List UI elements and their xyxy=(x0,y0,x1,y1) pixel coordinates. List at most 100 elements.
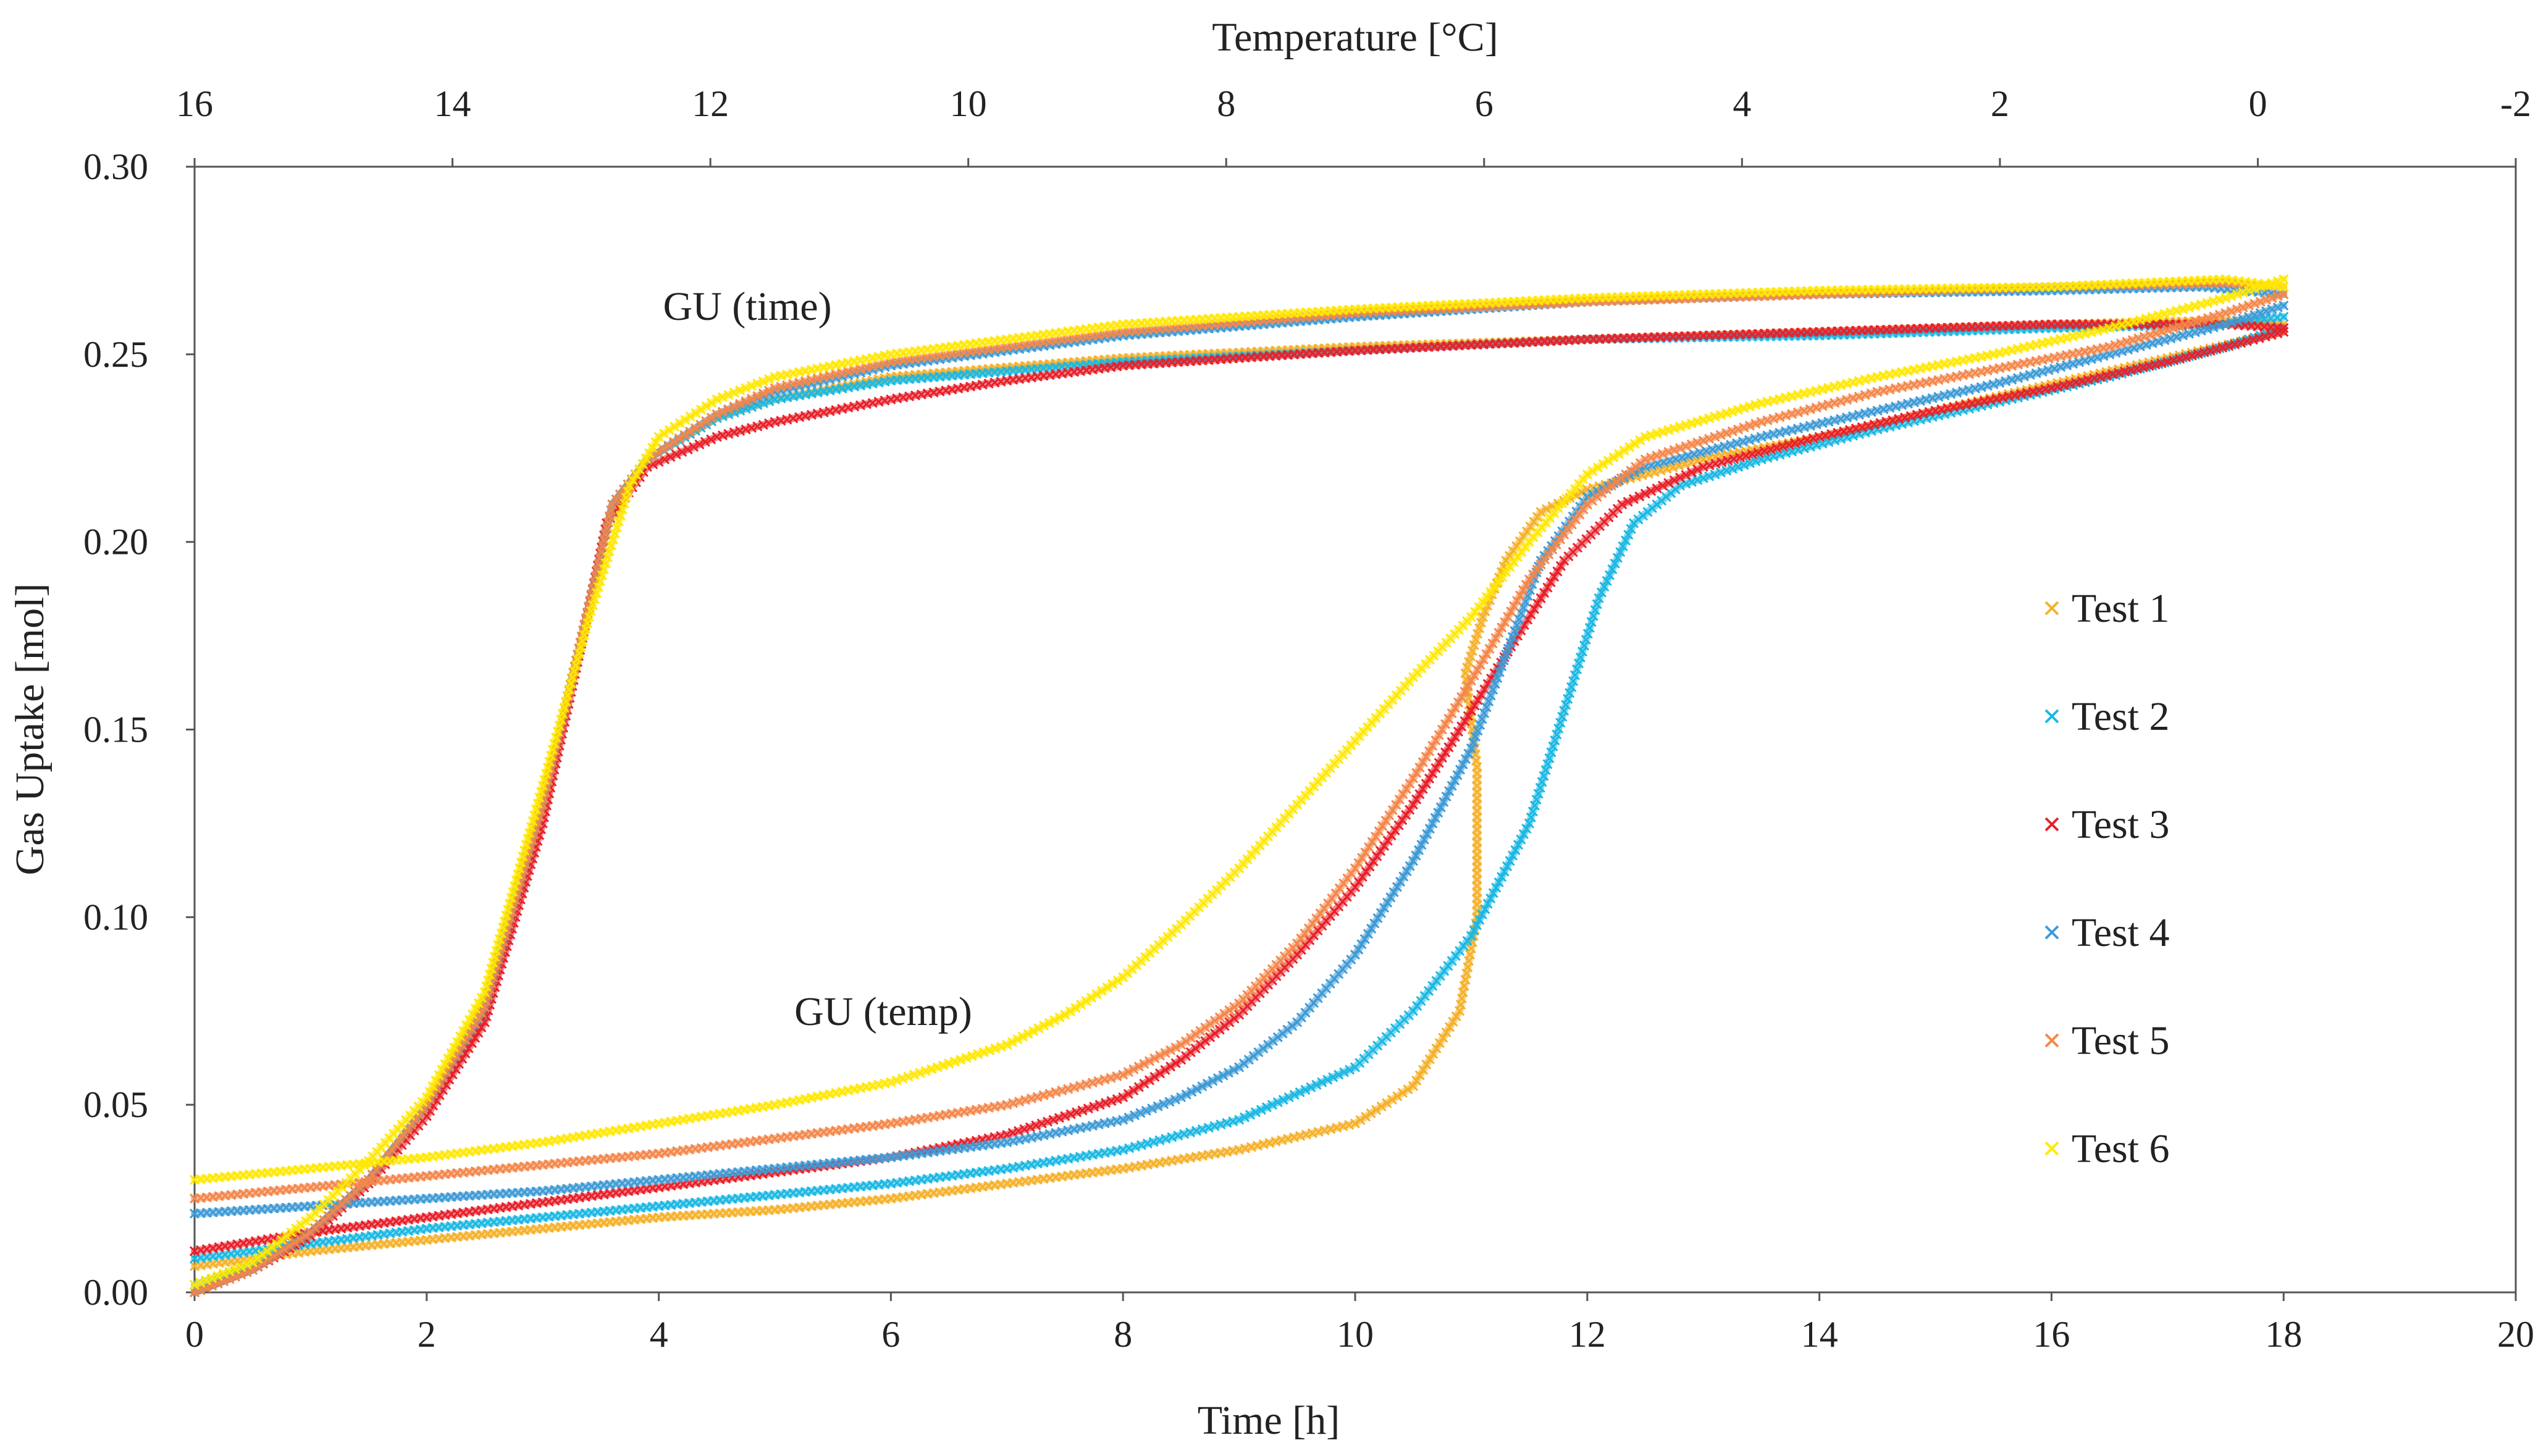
x2-tick-label: 8 xyxy=(1217,83,1235,124)
data-point-marker xyxy=(641,453,651,464)
x-tick-label: 12 xyxy=(1569,1314,1606,1355)
data-point-marker xyxy=(1054,1012,1065,1023)
data-point-marker xyxy=(591,588,602,598)
data-point-marker xyxy=(1306,1082,1316,1092)
data-point-marker xyxy=(1414,789,1425,800)
data-point-marker xyxy=(996,1041,1006,1052)
data-point-marker xyxy=(1588,611,1599,621)
data-point-marker xyxy=(1170,1042,1181,1053)
data-point-marker xyxy=(554,720,565,731)
data-point-marker xyxy=(1635,435,1645,446)
data-point-marker xyxy=(1524,818,1534,829)
data-point-marker xyxy=(1345,1065,1355,1075)
data-point-marker xyxy=(1668,462,1678,472)
data-point-marker xyxy=(1372,913,1383,924)
data-point-marker xyxy=(1469,700,1480,711)
data-point-marker xyxy=(521,840,531,850)
data-point-marker xyxy=(628,475,638,485)
data-point-marker xyxy=(504,898,515,909)
data-point-marker xyxy=(2220,308,2231,319)
data-point-marker xyxy=(1525,521,1536,532)
data-point-marker xyxy=(1557,711,1568,722)
data-point-marker xyxy=(1646,486,1657,496)
data-point-marker xyxy=(300,1231,311,1241)
data-point-marker xyxy=(1482,898,1493,909)
data-point-marker xyxy=(1014,1126,1024,1136)
data-point-marker xyxy=(479,1017,490,1027)
data-point-marker xyxy=(701,416,712,427)
data-point-marker xyxy=(1060,1111,1070,1121)
data-point-marker xyxy=(1506,606,1516,617)
data-point-marker xyxy=(534,792,545,803)
data-point-marker xyxy=(1129,1110,1140,1121)
data-point-marker xyxy=(1166,1061,1176,1072)
data-point-marker xyxy=(532,798,543,809)
data-point-marker xyxy=(978,1047,989,1058)
data-point-marker xyxy=(1675,472,1686,483)
data-point-marker xyxy=(2248,335,2258,345)
data-point-marker xyxy=(1686,418,1697,429)
data-point-marker xyxy=(1191,1084,1202,1094)
data-point-marker xyxy=(1437,753,1447,763)
data-point-marker xyxy=(1190,1029,1201,1040)
data-point-marker xyxy=(1083,1103,1093,1114)
x2-tick-label: 16 xyxy=(176,83,213,124)
data-point-marker xyxy=(1112,976,1123,986)
data-point-marker xyxy=(1686,439,1697,450)
data-point-marker xyxy=(1458,759,1468,769)
y-tick-label: 0.20 xyxy=(83,522,148,563)
data-point-marker xyxy=(1401,866,1412,877)
data-point-marker xyxy=(2191,316,2202,327)
data-point-marker xyxy=(1397,815,1408,826)
data-point-marker xyxy=(677,446,687,457)
data-point-marker xyxy=(1476,617,1486,628)
data-point-marker xyxy=(1548,741,1558,751)
x-tick-label: 20 xyxy=(2497,1314,2534,1355)
data-point-marker xyxy=(691,408,701,418)
data-point-marker xyxy=(1475,659,1485,670)
data-point-marker xyxy=(602,552,613,563)
data-point-marker xyxy=(541,769,552,779)
data-point-marker xyxy=(1389,887,1399,897)
data-point-marker xyxy=(519,845,530,856)
data-point-marker xyxy=(1123,1089,1133,1099)
data-point-marker xyxy=(1657,427,1668,437)
data-point-marker xyxy=(2162,325,2173,335)
data-point-marker xyxy=(1579,640,1589,651)
data-point-marker xyxy=(1431,763,1441,774)
data-point-marker xyxy=(1624,442,1635,453)
data-point-marker xyxy=(431,1076,441,1086)
data-point-marker xyxy=(1494,667,1505,677)
data-point-marker xyxy=(1128,1064,1139,1074)
data-point-marker xyxy=(1065,1006,1075,1016)
data-point-marker xyxy=(729,387,739,398)
data-point-marker xyxy=(1503,643,1513,654)
data-point-marker xyxy=(1466,676,1476,686)
data-point-marker xyxy=(741,396,751,406)
data-point-marker xyxy=(1497,872,1507,882)
data-point-marker xyxy=(973,1049,983,1060)
data-point-marker xyxy=(1468,737,1479,748)
data-point-marker xyxy=(1401,810,1411,820)
data-point-marker xyxy=(230,1264,240,1274)
data-point-marker xyxy=(1536,593,1546,603)
data-point-marker xyxy=(1497,661,1507,672)
data-point-marker xyxy=(1450,703,1460,713)
data-point-marker xyxy=(1598,459,1608,469)
data-point-marker xyxy=(1376,1101,1387,1111)
data-point-marker xyxy=(1463,711,1473,721)
data-point-marker xyxy=(1529,516,1539,527)
data-point-marker xyxy=(1391,800,1401,810)
data-point-marker xyxy=(1133,1082,1144,1092)
data-point-marker xyxy=(1727,426,1737,437)
data-point-marker xyxy=(1039,1020,1049,1031)
data-point-marker xyxy=(1692,437,1703,448)
data-point-marker xyxy=(1147,1103,1157,1114)
data-point-marker xyxy=(1602,575,1612,586)
data-point-marker xyxy=(1144,1056,1154,1066)
data-point-marker xyxy=(1500,617,1510,627)
data-point-marker xyxy=(1698,415,1708,425)
data-point-marker xyxy=(1629,438,1640,449)
data-point-marker xyxy=(1369,918,1380,929)
data-point-marker xyxy=(586,606,596,616)
